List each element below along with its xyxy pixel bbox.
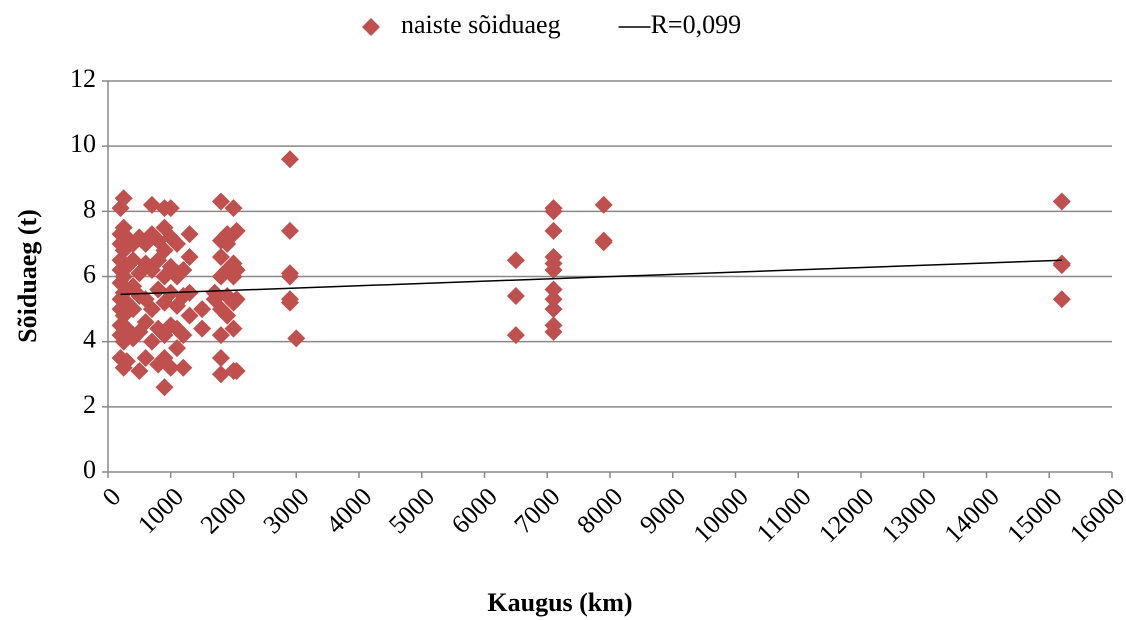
trend-line	[120, 259, 1062, 296]
data-point	[174, 326, 193, 345]
y-tick-label: 10	[70, 129, 96, 158]
data-point	[117, 352, 136, 371]
legend-label: naiste sõiduaeg	[401, 10, 561, 39]
data-point	[180, 306, 199, 325]
data-point	[544, 221, 563, 240]
data-point	[174, 358, 193, 377]
data-point	[211, 348, 230, 367]
x-tick-label: 14000	[938, 482, 1004, 548]
data-point	[227, 361, 246, 380]
data-point	[544, 300, 563, 319]
x-tick-label: 15000	[1001, 482, 1067, 548]
data-point	[227, 221, 246, 240]
legend-marker	[362, 18, 380, 36]
data-point	[506, 287, 525, 306]
data-point	[211, 247, 230, 266]
legend-label: R=0,099	[651, 10, 742, 39]
y-tick-label: 12	[70, 64, 96, 93]
data-point	[180, 247, 199, 266]
data-point	[136, 348, 155, 367]
data-point	[180, 225, 199, 244]
data-point	[594, 195, 613, 214]
data-point	[224, 199, 243, 218]
data-point	[130, 361, 149, 380]
x-tick-label: 10000	[687, 482, 753, 548]
data-point	[161, 358, 180, 377]
data-point	[280, 221, 299, 240]
y-axis-label: Sõiduaeg (t)	[13, 209, 42, 343]
y-tick-label: 2	[83, 390, 96, 419]
data-point	[544, 280, 563, 299]
data-point	[161, 199, 180, 218]
x-tick-label: 0	[97, 482, 127, 512]
data-point	[211, 326, 230, 345]
y-tick-label: 4	[83, 325, 96, 354]
data-point	[544, 316, 563, 335]
data-point	[136, 313, 155, 332]
data-point	[280, 264, 299, 283]
data-point	[124, 251, 143, 270]
data-point	[142, 195, 161, 214]
data-point	[227, 290, 246, 309]
x-tick-label: 7000	[508, 482, 565, 539]
y-tick-label: 8	[83, 194, 96, 223]
data-point	[142, 332, 161, 351]
x-tick-label: 2000	[195, 482, 252, 539]
x-tick-label: 12000	[813, 482, 879, 548]
x-tick-label: 8000	[571, 482, 628, 539]
data-point	[506, 251, 525, 270]
data-point	[544, 247, 563, 266]
data-point	[544, 290, 563, 309]
x-tick-label: 4000	[320, 482, 377, 539]
x-tick-label: 1000	[132, 482, 189, 539]
y-tick-label: 0	[83, 455, 96, 484]
data-point	[1052, 254, 1071, 273]
data-point	[149, 280, 168, 299]
data-point	[280, 290, 299, 309]
data-point	[149, 251, 168, 270]
data-point	[193, 319, 212, 338]
data-point	[124, 300, 143, 319]
x-tick-label: 16000	[1064, 482, 1126, 548]
data-point	[168, 234, 187, 253]
data-point	[594, 233, 613, 252]
data-point	[506, 326, 525, 345]
x-tick-label: 13000	[876, 482, 942, 548]
x-axis-label: Kaugus (km)	[487, 588, 632, 617]
data-point	[544, 199, 563, 218]
data-point	[211, 192, 230, 211]
data-point	[114, 189, 133, 208]
y-tick-label: 6	[83, 259, 96, 288]
x-tick-label: 6000	[446, 482, 503, 539]
data-point	[168, 339, 187, 358]
data-point	[174, 260, 193, 279]
data-point	[287, 329, 306, 348]
data-point	[205, 283, 224, 302]
x-tick-label: 5000	[383, 482, 440, 539]
x-tick-label: 3000	[257, 482, 314, 539]
data-point	[142, 300, 161, 319]
data-point	[155, 241, 174, 260]
data-point	[1052, 290, 1071, 309]
data-point	[218, 306, 237, 325]
data-point	[227, 260, 246, 279]
data-point	[180, 283, 199, 302]
x-tick-label: 11000	[751, 482, 817, 548]
data-point	[224, 319, 243, 338]
data-point	[155, 378, 174, 397]
x-tick-label: 9000	[634, 482, 691, 539]
data-point	[211, 365, 230, 384]
data-point	[193, 300, 212, 319]
data-point	[1052, 192, 1071, 211]
data-point	[280, 150, 299, 169]
